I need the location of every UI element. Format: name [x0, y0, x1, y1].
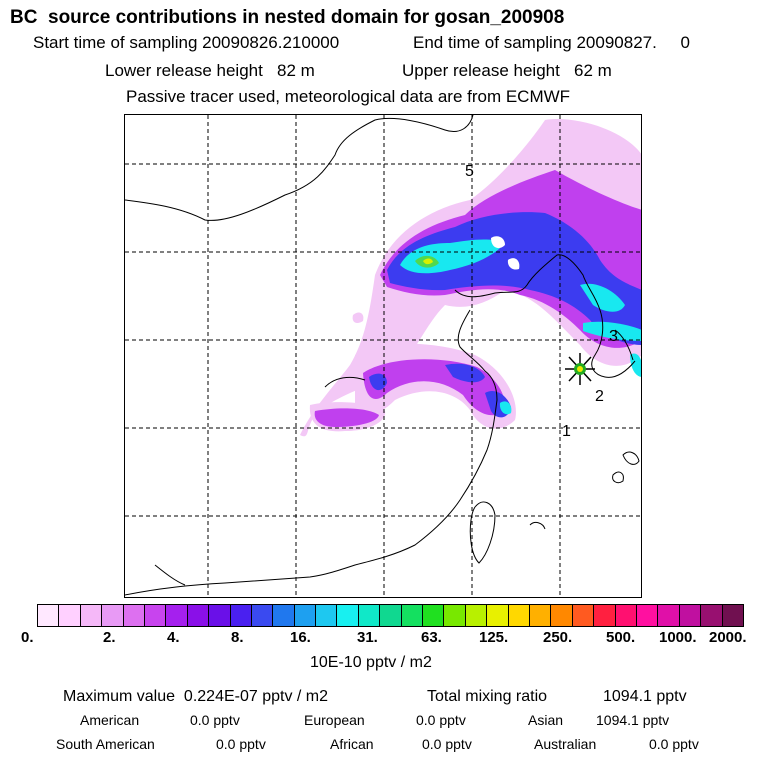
colorbar-swatch: [209, 605, 231, 626]
colorbar-tick-label: 8.: [231, 629, 244, 646]
colorbar-swatch: [38, 605, 60, 626]
source-value: 0.0 pptv: [216, 736, 266, 752]
colorbar-swatch: [572, 605, 595, 626]
colorbar-swatch: [615, 605, 637, 626]
colorbar-swatch: [358, 605, 381, 626]
colorbar-swatch: [230, 605, 252, 626]
colorbar-swatch: [636, 605, 659, 626]
colorbar-tick-label: 125.: [479, 629, 509, 646]
plume-gaps: [491, 236, 520, 270]
lower-height-label: Lower release height 82 m: [105, 61, 315, 80]
colorbar-tick-label: 0.: [21, 629, 34, 646]
color-scale-bar: [37, 604, 744, 627]
colorbar-swatch: [80, 605, 103, 626]
source-value: 0.0 pptv: [649, 736, 699, 752]
colorbar-swatch: [465, 605, 488, 626]
colorbar-swatch: [251, 605, 274, 626]
marker-label-5: 5: [465, 163, 474, 180]
colorbar-swatch: [658, 605, 680, 626]
colorbar-tick-label: 500.: [606, 629, 636, 646]
source-name: European: [304, 712, 365, 728]
colorbar-swatch: [166, 605, 188, 626]
map-gridlines: [125, 115, 641, 597]
colorbar-swatch: [187, 605, 210, 626]
colorbar-swatch: [401, 605, 424, 626]
colorbar-tick-label: 63.: [421, 629, 442, 646]
colorbar-tick-label: 31.: [357, 629, 378, 646]
colorbar-unit-label: 10E-10 pptv / m2: [310, 654, 432, 671]
map-panel: 5 3 2 1: [124, 114, 642, 598]
coastlines: [125, 115, 640, 596]
plume-yellow-core: [423, 258, 433, 265]
colorbar-swatch: [380, 605, 402, 626]
maximum-value-label: Maximum value 0.224E-07 pptv / m2: [63, 688, 329, 705]
tracer-note: Passive tracer used, meteorological data…: [126, 87, 571, 106]
colorbar-tick-label: 2000.: [709, 629, 747, 646]
total-mixing-label: Total mixing ratio: [427, 688, 548, 705]
colorbar-tick-label: 1000.: [659, 629, 697, 646]
source-name: Asian: [528, 712, 564, 728]
marker-label-3: 3: [609, 328, 618, 345]
colorbar-swatch: [294, 605, 317, 626]
map-title: BC source contributions in nested domain…: [10, 7, 565, 28]
colorbar-tick-label: 250.: [543, 629, 573, 646]
colorbar-swatch: [701, 605, 723, 626]
colorbar-swatch: [551, 605, 573, 626]
source-value: 0.0 pptv: [422, 736, 472, 752]
marker-label-1: 1: [562, 423, 571, 440]
colorbar-swatch: [273, 605, 295, 626]
upper-height-label: Upper release height 62 m: [402, 61, 612, 80]
colorbar-swatch: [508, 605, 530, 626]
source-name: South American: [56, 736, 155, 752]
colorbar-swatch: [123, 605, 145, 626]
map-canvas: 5 3 2 1: [125, 115, 641, 597]
colorbar-swatch: [316, 605, 338, 626]
colorbar-swatch: [144, 605, 167, 626]
colorbar-swatch: [102, 605, 124, 626]
colorbar-swatch: [337, 605, 359, 626]
source-value: 1094.1 pptv: [596, 712, 670, 728]
colorbar-tick-label: 4.: [167, 629, 180, 646]
colorbar-swatch: [722, 605, 743, 626]
colorbar-swatch: [444, 605, 466, 626]
total-mixing-value: 1094.1 pptv: [603, 688, 687, 705]
colorbar-swatch: [59, 605, 81, 626]
colorbar-swatch: [529, 605, 552, 626]
marker-label-2: 2: [595, 388, 604, 405]
start-time-label: Start time of sampling 20090826.210000: [33, 33, 340, 52]
colorbar-swatch: [487, 605, 509, 626]
source-name: Australian: [534, 736, 597, 752]
source-name: American: [80, 712, 140, 728]
colorbar-swatch: [679, 605, 702, 626]
source-name: African: [330, 736, 374, 752]
colorbar-tick-label: 16.: [290, 629, 311, 646]
colorbar-swatch: [423, 605, 445, 626]
colorbar-swatch: [594, 605, 616, 626]
source-value: 0.0 pptv: [190, 712, 240, 728]
colorbar-tick-label: 2.: [103, 629, 116, 646]
end-time-label: End time of sampling 20090827. 0: [413, 33, 690, 52]
station-marker-icon: [565, 353, 595, 385]
source-value: 0.0 pptv: [416, 712, 466, 728]
